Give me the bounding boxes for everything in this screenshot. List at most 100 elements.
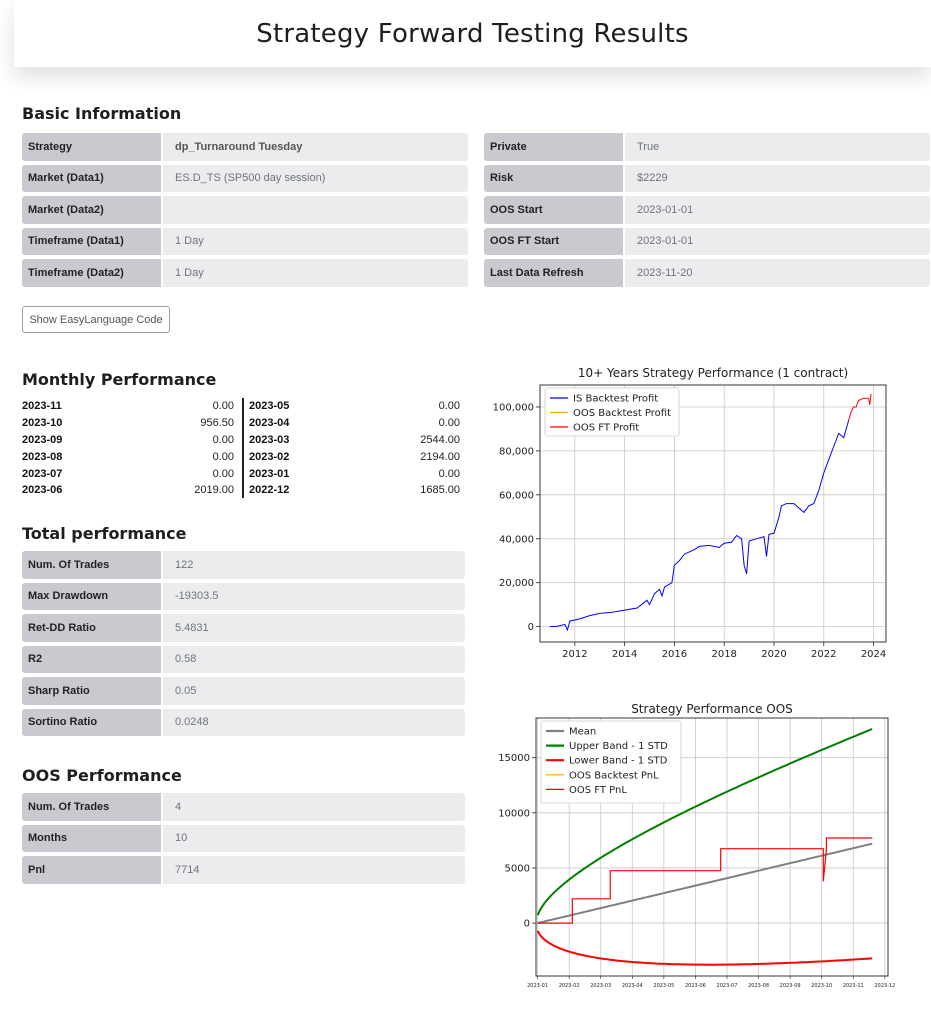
monthly-month: 2023-02 [249,450,290,463]
info-label: Market (Data2) [22,196,161,224]
info-row: Private True [484,133,930,161]
info-value: 2023-11-20 [625,259,930,287]
x-tick-label: 2018 [711,649,736,660]
info-value: 5.4831 [163,614,465,642]
monthly-row: 2023-11 0.00 [22,398,234,415]
monthly-row: 2023-06 2019.00 [22,482,234,499]
x-tick-label: 2014 [612,649,637,660]
legend-label: OOS Backtest PnL [569,770,659,781]
info-label: R2 [22,645,161,673]
monthly-value: 0.00 [438,400,460,413]
info-row: Max Drawdown -19303.5 [22,582,465,610]
basic-info-left-table: Strategy dp_Turnaround Tuesday Market (Dat… [22,133,468,287]
info-label: Timeframe (Data1) [22,227,161,255]
oos-performance-table: Num. Of Trades 4 Months 10 Pnl 7714 [22,793,465,884]
info-value: 1 Day [163,227,468,255]
info-value: 4 [163,793,465,821]
y-tick-label: 100,000 [493,402,534,413]
monthly-value: 0.00 [212,467,234,480]
monthly-value: 0.00 [438,467,460,480]
total-performance-title: Total performance [22,524,187,543]
legend-label: IS Backtest Profit [573,394,658,405]
info-row: Market (Data1) ES.D_TS (SP500 day session… [22,164,468,192]
info-row: OOS FT Start 2023-01-01 [484,227,930,255]
monthly-month: 2023-03 [249,433,290,446]
info-value: ES.D_TS (SP500 day session) [163,164,468,192]
monthly-value: 2544.00 [420,433,460,446]
info-label: Risk [484,164,623,192]
series-line-mean [537,842,873,925]
info-value: 0.05 [163,677,465,705]
x-tick-label: 2024 [861,649,886,660]
legend-box [540,720,682,804]
monthly-performance-title: Monthly Performance [22,370,217,389]
basic-info-title: Basic Information [22,104,182,123]
monthly-month: 2023-08 [22,450,63,463]
chart-title: 10+ Years Strategy Performance (1 contra… [578,366,848,380]
info-label: Timeframe (Data2) [22,259,161,287]
monthly-month: 2023-07 [22,467,63,480]
x-tick-label: 2023-04 [622,983,643,989]
series-line-lower-band [536,930,873,966]
info-row: R2 0.58 [22,645,465,673]
chart-title: Strategy Performance OOS [631,702,793,716]
monthly-value: 1685.00 [420,484,460,497]
info-label: Strategy [22,133,161,161]
monthly-right-column: 2023-05 0.00 2023-04 0.00 2023-03 2544.00 2023… [249,398,460,499]
x-tick-label: 2012 [562,649,587,660]
info-value: $2229 [625,164,930,192]
x-tick-label: 2023-01 [527,983,548,989]
info-row: Last Data Refresh 2023-11-20 [484,259,930,287]
monthly-row: 2022-12 1685.00 [249,482,460,499]
oos-performance-chart: Strategy Performance OOS 2023-01 2023-02 20… [484,700,924,1000]
info-value [163,196,468,224]
info-value: 10 [163,824,465,852]
series-line-3 [848,393,872,421]
monthly-row: 2023-10 956.50 [22,415,234,432]
plot-frame [535,717,889,977]
info-row: Timeframe (Data2) 1 Day [22,259,468,287]
info-row: Ret-DD Ratio 5.4831 [22,614,465,642]
x-tick-label: 2023-09 [780,983,801,989]
basic-info-right-table: Private True Risk $2229 OOS Start 2023-01-01 O… [484,133,930,287]
monthly-row: 2023-05 0.00 [249,398,460,415]
info-value: 122 [163,551,465,579]
legend-label: OOS Backtest Profit [573,408,671,419]
total-performance-table: Num. Of Trades 122 Max Drawdown -19303.5 Ret… [22,551,465,736]
y-tick-label: 0 [524,919,530,930]
monthly-row: 2023-04 0.00 [249,415,460,432]
show-easylanguage-code-button[interactable]: Show EasyLanguage Code [22,306,170,333]
legend: IS Backtest Profit OOS Backtest Profit OOS… [544,387,680,437]
monthly-month: 2023-05 [249,400,290,413]
x-tick-label: 2022 [811,649,836,660]
monthly-value: 2019.00 [194,484,234,497]
info-value: 7714 [163,856,465,884]
info-label: Market (Data1) [22,164,161,192]
monthly-row: 2023-09 0.00 [22,432,234,449]
legend-label: OOS FT Profit [573,423,639,434]
monthly-value: 956.50 [200,417,234,430]
y-tick-label: 60,000 [499,490,534,501]
info-value: 0.0248 [163,708,465,736]
y-tick-label: 40,000 [499,534,534,545]
page-header: Strategy Forward Testing Results [14,0,931,67]
x-tick-label: 2023-06 [685,983,706,989]
monthly-month: 2023-06 [22,484,63,497]
x-tick-label: 2023-03 [590,983,611,989]
info-label: Max Drawdown [22,582,161,610]
monthly-row: 2023-01 0.00 [249,465,460,482]
legend: Mean Upper Band - 1 STD Lower Band - 1 STD… [540,720,682,804]
info-label: Last Data Refresh [484,259,623,287]
info-row: Months 10 [22,824,465,852]
y-tick-label: 15000 [498,753,530,764]
info-row: Pnl 7714 [22,856,465,884]
info-label: Num. Of Trades [22,551,161,579]
x-tick-label: 2023-10 [811,983,832,989]
legend-label: Mean [569,727,596,738]
info-value: 0.58 [163,645,465,673]
x-tick-label: 2023-12 [874,983,895,989]
monthly-month: 2023-11 [22,400,62,413]
legend-label: OOS FT PnL [569,785,627,796]
x-tick-label: 2023-08 [748,983,769,989]
info-value: True [625,133,930,161]
